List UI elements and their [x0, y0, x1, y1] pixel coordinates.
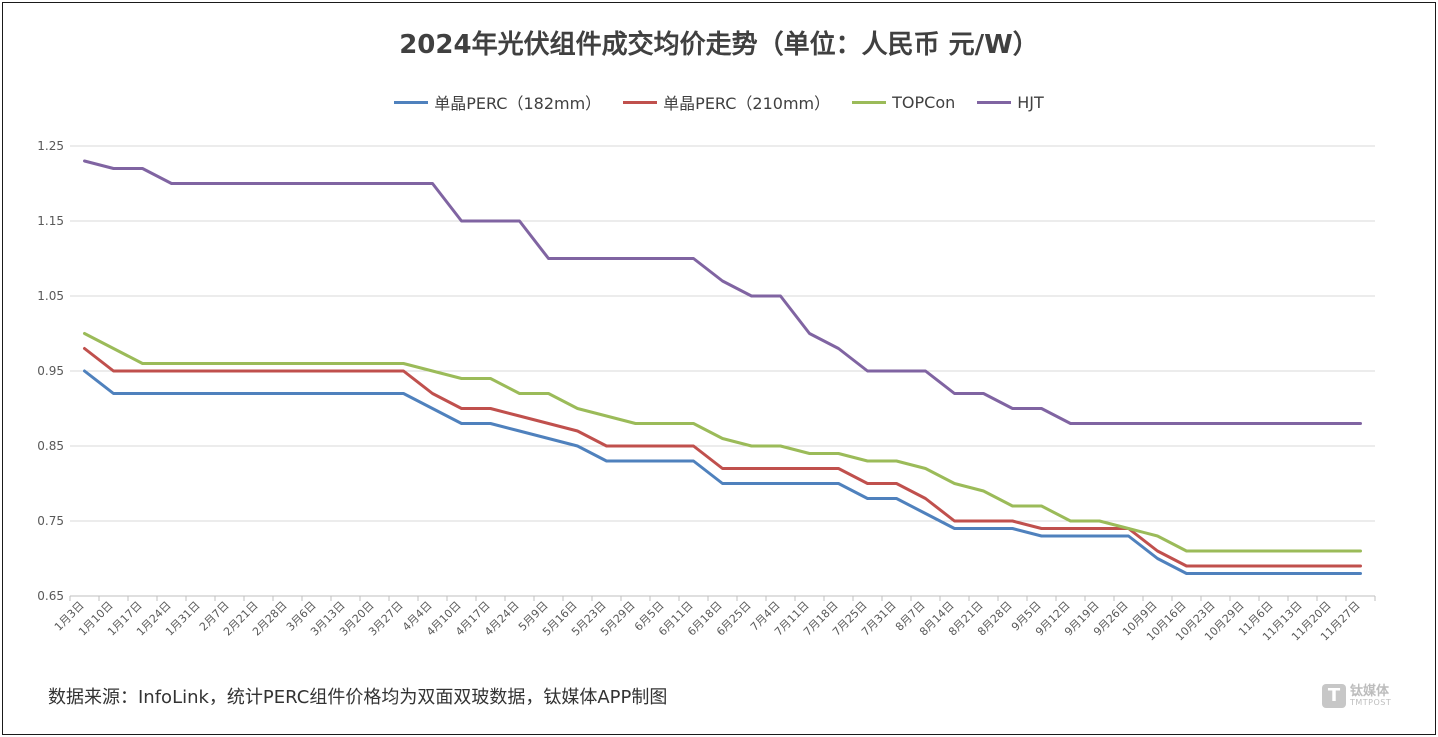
source-note: 数据来源：InfoLink，统计PERC组件价格均为双面双玻数据，钛媒体APP制…	[48, 687, 668, 708]
chart-title: 2024年光伏组件成交均价走势（单位：人民币 元/W）	[399, 30, 1039, 60]
y-tick-label: 1.05	[37, 289, 64, 303]
tmtpost-logo-icon: T	[1322, 684, 1346, 708]
legend-swatch-hjt	[977, 100, 1012, 104]
y-tick-label: 0.95	[37, 364, 64, 378]
legend-item-perc-210: 单晶PERC（210mm）	[623, 90, 830, 114]
watermark-text: 钛媒体 TMTPOST	[1350, 685, 1391, 707]
legend-swatch-perc-210	[623, 100, 658, 104]
legend-swatch-topcon	[852, 100, 887, 104]
y-tick-label: 1.25	[37, 139, 64, 153]
legend-item-perc-182: 单晶PERC（182mm）	[394, 90, 601, 114]
legend-item-topcon: TOPCon	[852, 90, 955, 114]
y-tick-label: 0.85	[37, 439, 64, 453]
legend-swatch-perc-182	[394, 100, 429, 104]
y-tick-label: 0.75	[37, 514, 64, 528]
series-line-1	[83, 347, 1362, 568]
y-tick-label: 0.65	[37, 589, 64, 603]
series-line-2	[83, 332, 1362, 553]
y-tick-label: 1.15	[37, 214, 64, 228]
tmtpost-watermark: T 钛媒体 TMTPOST	[1322, 684, 1391, 708]
watermark-cn: 钛媒体	[1350, 683, 1390, 699]
chart-legend: 单晶PERC（182mm） 单晶PERC（210mm） TOPCon HJT	[0, 90, 1438, 114]
line-chart: 1.251.151.050.950.850.750.651月3日1月10日1月1…	[37, 139, 1376, 643]
legend-label-topcon: TOPCon	[892, 92, 956, 112]
legend-label-perc-182: 单晶PERC（182mm）	[434, 94, 602, 113]
legend-label-perc-210: 单晶PERC（210mm）	[663, 94, 831, 113]
series-line-3	[83, 159, 1362, 425]
legend-label-hjt: HJT	[1017, 92, 1044, 112]
legend-item-hjt: HJT	[977, 90, 1044, 114]
watermark-en: TMTPOST	[1350, 697, 1392, 707]
series-line-0	[83, 369, 1362, 575]
